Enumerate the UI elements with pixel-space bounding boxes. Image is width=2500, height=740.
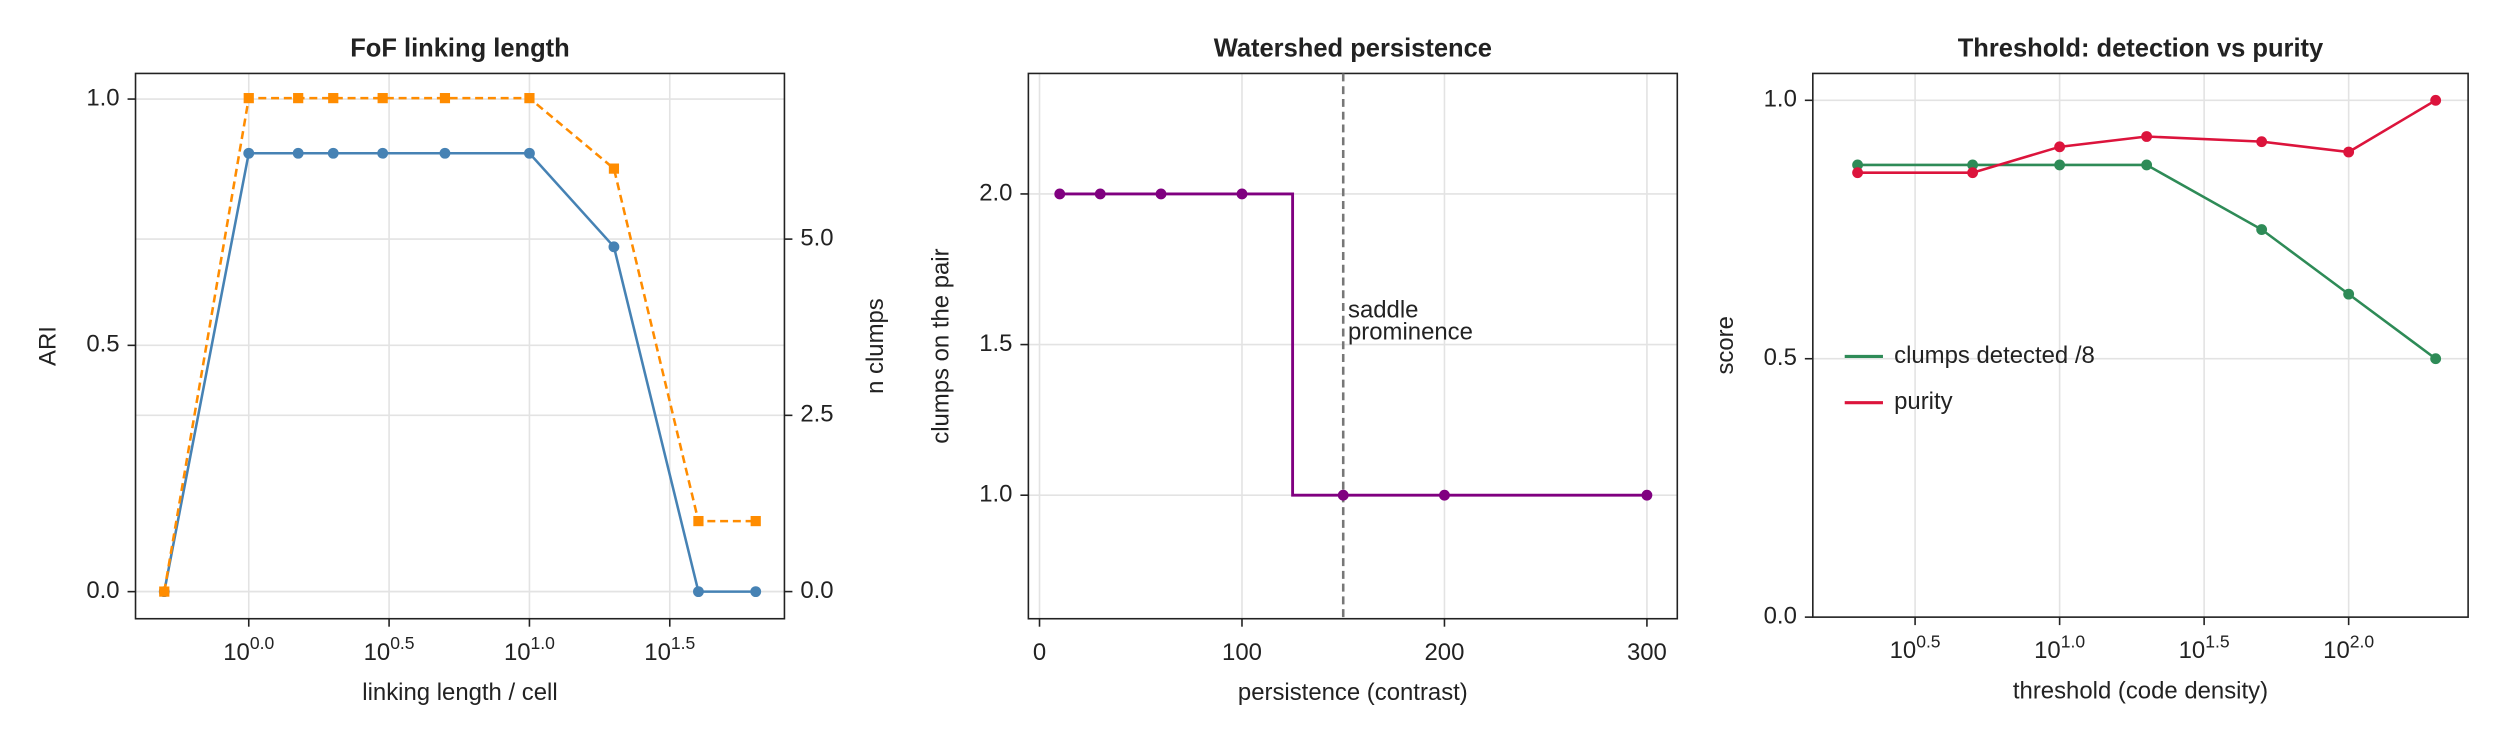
marker bbox=[439, 93, 451, 104]
x-tick-label: 102.0 bbox=[2323, 631, 2374, 664]
marker bbox=[159, 586, 170, 597]
marker bbox=[439, 147, 451, 159]
marker bbox=[1967, 159, 1979, 171]
y2-axis-label: n clumps bbox=[862, 298, 889, 394]
marker bbox=[1236, 188, 1248, 200]
y2-tick-label: 5.0 bbox=[800, 224, 833, 251]
chart-panel: 100.5 101.0 101.5 102.0 0.0 0.5 1.0 Threshold: … bbox=[1712, 34, 2469, 704]
marker bbox=[292, 147, 304, 159]
x-tick-label: 100.0 bbox=[223, 633, 274, 666]
marker bbox=[693, 586, 704, 598]
marker bbox=[693, 515, 704, 527]
chart-title: Watershed persistence bbox=[1214, 34, 1492, 62]
marker bbox=[608, 163, 620, 174]
y-tick-label: 0.0 bbox=[1764, 602, 1797, 629]
x-tick-label: 101.5 bbox=[644, 633, 695, 666]
chart-title: Threshold: detection vs purity bbox=[1958, 34, 2324, 62]
y-axis-label: ARI bbox=[35, 326, 62, 366]
x-tick-label: 200 bbox=[1425, 639, 1465, 666]
marker bbox=[243, 147, 255, 159]
x-tick-label: 101.0 bbox=[504, 633, 555, 666]
marker bbox=[1641, 489, 1653, 501]
x-tick-label: 0 bbox=[1033, 639, 1046, 666]
y-tick-label: 0.0 bbox=[86, 577, 119, 604]
y-tick-label: 0.5 bbox=[86, 331, 119, 358]
annotation: saddle bbox=[1348, 296, 1418, 323]
y-axis-label: clumps on the pair bbox=[928, 248, 955, 443]
marker bbox=[2256, 136, 2268, 148]
marker bbox=[2343, 146, 2355, 158]
marker bbox=[243, 93, 254, 104]
y2-tick-label: 2.5 bbox=[800, 401, 833, 428]
y2-tick-label: 0.0 bbox=[800, 577, 833, 604]
x-axis-label: linking length / cell bbox=[362, 679, 557, 706]
legend-label: clumps detected /8 bbox=[1894, 342, 2095, 369]
x-axis-label: threshold (code density) bbox=[2013, 677, 2268, 704]
marker bbox=[1439, 489, 1450, 501]
marker bbox=[2430, 94, 2442, 106]
y-tick-label: 1.5 bbox=[979, 330, 1012, 357]
x-tick-label: 101.5 bbox=[2179, 631, 2230, 664]
legend-label: purity bbox=[1894, 388, 1953, 415]
marker bbox=[1967, 167, 1979, 179]
x-tick-label: 100.5 bbox=[1890, 631, 1941, 664]
series-line bbox=[162, 96, 756, 592]
marker bbox=[608, 241, 620, 253]
marker bbox=[2054, 141, 2066, 153]
y-axis-label: score bbox=[1712, 316, 1739, 374]
x-axis-label: persistence (contrast) bbox=[1238, 679, 1468, 706]
chart-panel: 0 100 200 300 1.0 1.5 2.0 Watershed persistence… bbox=[928, 34, 1679, 706]
marker bbox=[1852, 167, 1864, 179]
marker bbox=[2054, 159, 2066, 171]
marker bbox=[1094, 188, 1106, 200]
marker bbox=[750, 586, 762, 598]
marker bbox=[293, 93, 304, 104]
plot-frame bbox=[1027, 72, 1679, 620]
x-tick-label: 100 bbox=[1222, 639, 1262, 666]
marker bbox=[1337, 489, 1349, 501]
marker bbox=[2430, 353, 2442, 365]
chart-panel: 100.0 100.5 101.0 101.5 0.0 0.5 1.0 0.0 2.5 5.0 Fo… bbox=[35, 34, 889, 706]
marker bbox=[1054, 188, 1066, 200]
y-tick-label: 1.0 bbox=[979, 481, 1012, 508]
marker bbox=[524, 93, 535, 104]
series-line bbox=[163, 151, 756, 593]
marker bbox=[377, 93, 388, 104]
plot-frame bbox=[1812, 72, 2469, 618]
marker bbox=[2141, 131, 2153, 142]
y-tick-label: 1.0 bbox=[86, 84, 119, 111]
marker bbox=[2343, 288, 2355, 300]
marker bbox=[377, 147, 389, 159]
marker bbox=[524, 147, 535, 159]
x-tick-label: 101.0 bbox=[2034, 631, 2085, 664]
x-tick-label: 100.5 bbox=[364, 633, 415, 666]
annotation: prominence bbox=[1348, 319, 1473, 346]
marker bbox=[327, 147, 339, 159]
y-tick-label: 0.5 bbox=[1764, 344, 1797, 371]
marker bbox=[2141, 159, 2153, 171]
marker bbox=[1155, 188, 1167, 200]
y-tick-label: 2.0 bbox=[979, 179, 1012, 206]
y-tick-label: 1.0 bbox=[1764, 86, 1797, 113]
chart-title: FoF linking length bbox=[350, 34, 570, 62]
marker bbox=[328, 93, 339, 104]
marker bbox=[750, 515, 761, 527]
marker bbox=[2256, 224, 2268, 235]
x-tick-label: 300 bbox=[1627, 639, 1667, 666]
marker bbox=[1852, 159, 1864, 171]
